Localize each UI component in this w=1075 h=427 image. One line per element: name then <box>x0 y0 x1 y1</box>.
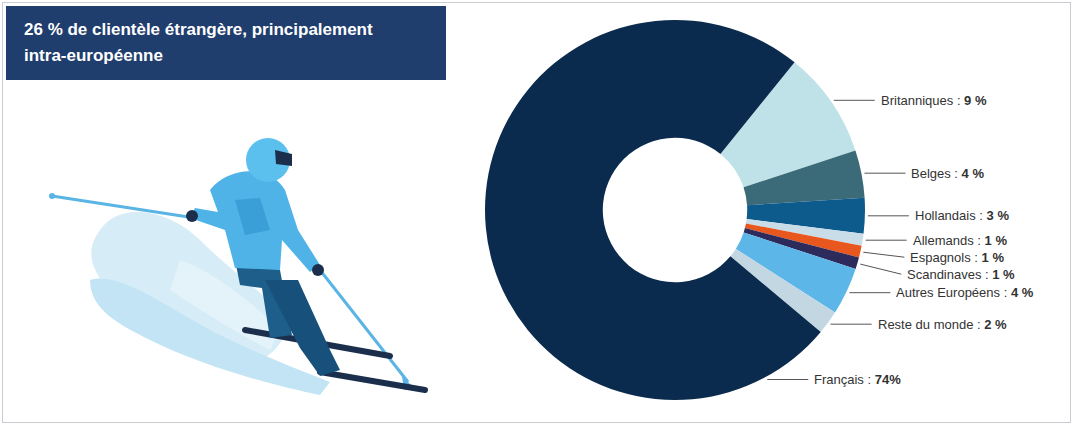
svg-text:Scandinaves : 1 %: Scandinaves : 1 % <box>907 267 1015 282</box>
svg-text:Reste du monde : 2 %: Reste du monde : 2 % <box>878 317 1007 332</box>
svg-text:Hollandais : 3 %: Hollandais : 3 % <box>915 208 1009 223</box>
svg-text:Allemands : 1 %: Allemands : 1 % <box>913 233 1007 248</box>
svg-text:Français : 74%: Français : 74% <box>814 372 901 387</box>
svg-text:Britanniques : 9 %: Britanniques : 9 % <box>881 93 987 108</box>
html-text:26 % de clientèle étrangère, p: 26 % de clientèle étrangère, principalem… <box>24 20 373 65</box>
svg-text:Belges : 4 %: Belges : 4 % <box>911 166 984 181</box>
svg-text:Espagnols : 1 %: Espagnols : 1 % <box>910 250 1004 265</box>
svg-text:Autres Européens : 4 %: Autres Européens : 4 % <box>896 285 1034 300</box>
